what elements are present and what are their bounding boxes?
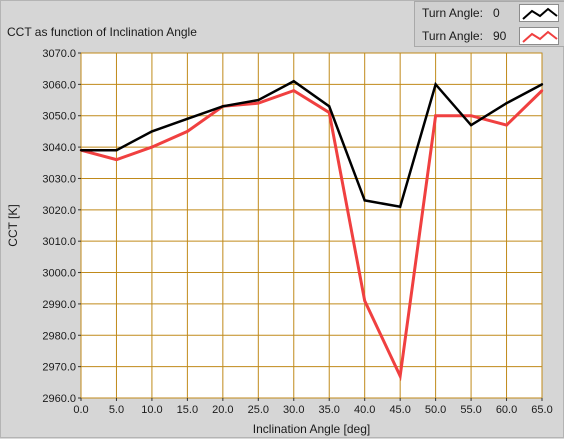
data-point	[292, 89, 295, 92]
data-point	[469, 114, 473, 117]
x-tick-label: 5.0	[109, 404, 124, 416]
legend-label: Turn Angle:	[422, 6, 483, 20]
data-point	[505, 101, 508, 105]
chart-title: CCT as function of Inclination Angle	[7, 25, 197, 39]
legend-entry-turn-angle-90: Turn Angle: 90	[415, 25, 564, 47]
y-tick-label: 2990.0	[42, 299, 76, 311]
data-point	[115, 158, 118, 161]
data-point	[186, 117, 189, 121]
x-axis-label: Inclination Angle [deg]	[253, 422, 370, 436]
x-tick-label: 50.0	[425, 404, 446, 416]
legend: Turn Angle: 0 Turn Angle: 90	[414, 1, 564, 47]
data-point	[434, 114, 437, 117]
y-tick-label: 3060.0	[42, 79, 76, 91]
data-point	[79, 149, 83, 152]
y-tick-label: 3050.0	[42, 111, 76, 123]
data-point	[398, 374, 402, 378]
y-tick-label: 3030.0	[42, 173, 76, 185]
x-tick-label: 30.0	[283, 404, 304, 416]
legend-value: 0	[493, 6, 500, 20]
x-tick-label: 10.0	[141, 404, 162, 416]
y-tick-label: 2960.0	[42, 393, 76, 405]
x-tick-label: 35.0	[319, 404, 340, 416]
data-point	[221, 105, 225, 108]
x-tick-label: 65.0	[531, 404, 552, 416]
y-tick-label: 3070.0	[42, 48, 76, 60]
data-point	[150, 130, 154, 133]
y-tick-label: 3020.0	[42, 205, 76, 217]
data-point	[328, 111, 331, 114]
data-point	[150, 145, 154, 149]
data-point	[398, 205, 402, 208]
data-point	[257, 101, 260, 105]
x-tick-label: 15.0	[177, 404, 198, 416]
data-point	[363, 199, 366, 202]
y-axis-label: CCT [K]	[6, 204, 20, 246]
data-point	[328, 105, 331, 108]
x-tick-label: 45.0	[389, 404, 410, 416]
data-point	[540, 83, 544, 86]
data-point	[292, 80, 295, 83]
x-tick-label: 55.0	[460, 404, 481, 416]
legend-label: Turn Angle:	[422, 29, 483, 43]
data-point	[469, 123, 473, 127]
series-line-turn-angle-0	[81, 79, 543, 209]
data-point	[186, 130, 189, 133]
y-tick-label: 2980.0	[42, 330, 76, 342]
data-point	[363, 299, 366, 302]
x-tick-label: 25.0	[248, 404, 269, 416]
y-tick-label: 3040.0	[42, 142, 76, 154]
y-tick-label: 3000.0	[42, 268, 76, 280]
x-tick-label: 0.0	[73, 404, 88, 416]
x-tick-label: 40.0	[354, 404, 375, 416]
data-point	[505, 123, 508, 127]
legend-value: 90	[493, 29, 507, 43]
data-point	[257, 98, 260, 102]
legend-entry-turn-angle-0: Turn Angle: 0	[415, 2, 564, 24]
series-line-turn-angle-90	[80, 88, 544, 382]
y-tick-label: 2970.0	[42, 362, 76, 374]
x-tick-label: 60.0	[496, 404, 517, 416]
data-point	[115, 149, 118, 152]
y-tick-label: 3010.0	[42, 236, 76, 248]
plot-area	[80, 52, 543, 399]
legend-swatch-red[interactable]	[519, 27, 559, 45]
legend-swatch-black[interactable]	[519, 4, 559, 22]
data-point	[540, 89, 544, 92]
data-point	[434, 83, 437, 86]
x-tick-label: 20.0	[212, 404, 233, 416]
